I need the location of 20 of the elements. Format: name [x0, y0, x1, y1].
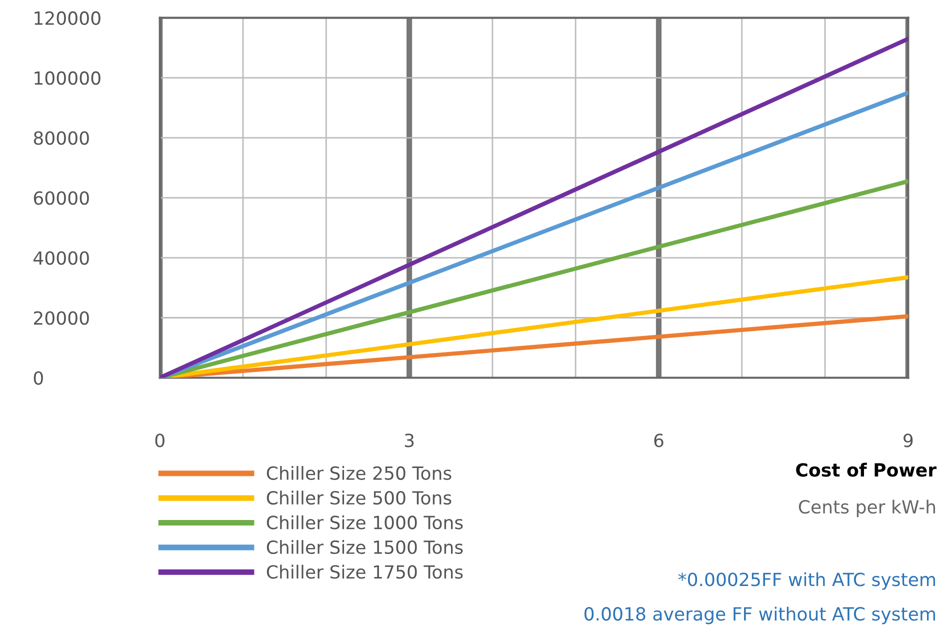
- y-tick-label: 60000: [34, 191, 89, 205]
- text: Cents per kW-h: [798, 500, 936, 518]
- x-tick-label: 3: [404, 434, 414, 448]
- legend-label: Chiller Size 1500 Tons: [266, 540, 463, 554]
- y-tick-label: 80000: [34, 131, 89, 145]
- legend-label: Chiller Size 1000 Tons: [266, 515, 463, 530]
- y-tick-label: 0: [34, 371, 43, 385]
- x-axis-title: Cost of Power: [796, 462, 936, 477]
- y-tick-label: 20000: [34, 311, 89, 325]
- y-tick-label: 120000: [34, 11, 100, 25]
- x-tick-label: 9: [904, 434, 913, 448]
- x-tick-label: 0: [155, 434, 164, 448]
- x-tick-label: 6: [654, 434, 664, 448]
- text: 0.0018 average FF without ATC system: [584, 606, 936, 624]
- text: *0.00025FF with ATC system: [678, 572, 936, 590]
- y-tick-label: 40000: [34, 251, 89, 265]
- y-tick-label: 100000: [34, 71, 100, 85]
- legend-label: Chiller Size 500 Tons: [266, 490, 452, 505]
- legend-label: Chiller Size 250 Tons: [266, 466, 452, 480]
- legend-label: Chiller Size 1750 Tons: [266, 564, 463, 579]
